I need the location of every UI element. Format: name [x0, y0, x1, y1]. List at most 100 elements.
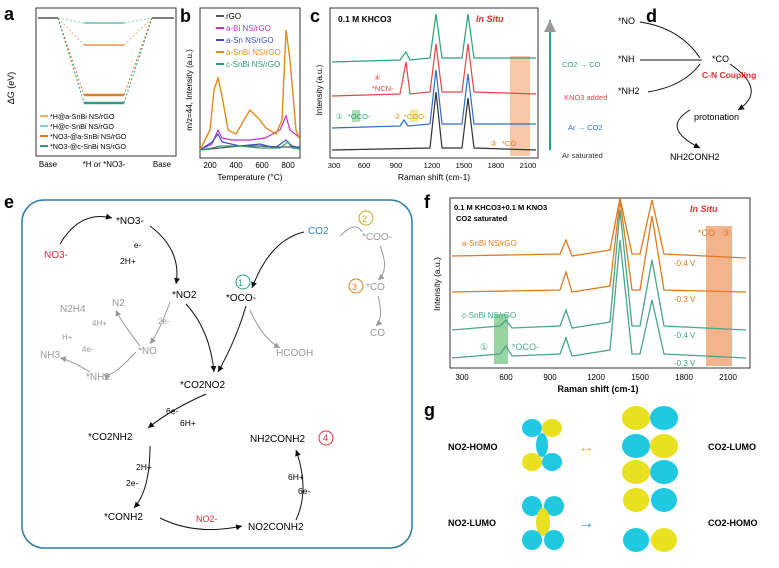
d-coupling-1: C-N Coupling [702, 70, 756, 80]
f-pot-2: -0.4 V [674, 331, 696, 340]
xtick-c-5: 1800 [488, 161, 505, 170]
c-num-4: ④ [374, 73, 381, 82]
panel-b: b m/z=44, Intensity (a.u.) rGO a-Bi NS/r… [180, 6, 301, 182]
xtick-a-2: Base [153, 160, 172, 169]
g-row1-left: NO2-LUMO [448, 518, 496, 528]
legend-a-1: *H@c-SnBi NS/rGO [50, 122, 114, 131]
trace-f-a-04 [451, 197, 747, 259]
d-species-no: *NO [618, 16, 635, 26]
c-coo: *COO- [404, 112, 427, 121]
e-4e: 4e- [82, 345, 94, 354]
c-num-3: ③ [490, 139, 497, 148]
curve-a-snbi [199, 29, 301, 151]
e-sno2: *NO2 [172, 290, 197, 301]
xtick-f-4: 1500 [631, 373, 649, 382]
coo-band-c [410, 110, 418, 122]
e-6h: 6H+ [180, 418, 196, 428]
legend-b-1: a-Bi NS/rGO [226, 24, 271, 33]
curve-rgo [199, 145, 300, 151]
mechanism-frame [21, 199, 413, 549]
e-no2m: NO2- [196, 514, 218, 524]
g-arrow-1: → [578, 515, 594, 532]
xtick-b-2: 600 [255, 161, 269, 170]
orbital-co2-lumo [622, 406, 678, 484]
e-c4: 4 [323, 433, 328, 443]
orbital-no2-lumo [522, 496, 564, 550]
f-pot-0: -0.4 V [674, 259, 696, 268]
f-oco-num: ① [480, 342, 488, 352]
plot-frame-b [199, 7, 301, 159]
xtick-f-6: 2100 [719, 373, 737, 382]
d-species-nh2: *NH2 [618, 86, 640, 96]
c-num-2: ② [394, 112, 401, 121]
panel-f: f Intensity (a.u.) 0.1 M KHCO3+0.1 M KNO… [424, 192, 751, 394]
e-sno: *NO [138, 346, 157, 357]
legend-b-0: rGO [226, 12, 241, 21]
trace-f-c-03 [451, 239, 747, 359]
insitu-c: In Situ [476, 14, 504, 24]
orbital-no2-homo [522, 419, 562, 471]
panel-letter-a: a [4, 4, 15, 24]
co-band-c [510, 56, 530, 156]
panel-letter-d: d [646, 6, 657, 26]
xtick-b-0: 200 [203, 161, 217, 170]
xlabel-c: Raman shift (cm-1) [398, 172, 470, 182]
e-4h: 4H+ [92, 319, 107, 328]
e-c1: 1 [238, 278, 243, 288]
panel-letter-g: g [424, 400, 435, 420]
e-co: CO [370, 328, 385, 339]
ylabel-c: Intensity (a.u.) [315, 64, 324, 115]
d-product: NH2CONH2 [670, 152, 720, 162]
plot-frame-c [329, 7, 539, 159]
trace-kno3 [331, 43, 537, 97]
e-eminus-1: e- [134, 241, 141, 250]
panel-letter-e: e [4, 192, 14, 212]
e-no3: NO3- [44, 250, 68, 261]
legend-a-2: *NO3-@a-SnBi NS/rGO [50, 132, 127, 141]
c-trace-label-2: Ar → CO2 [568, 123, 603, 132]
f-co-num: ③ [722, 228, 730, 238]
e-no2conh2: NO2CONH2 [248, 522, 304, 533]
xtick-f-1: 600 [499, 373, 513, 382]
ylabel-b: m/z=44, Intensity (a.u.) [185, 49, 194, 131]
f-sample-c: c-SnBi NS/rGO [462, 311, 516, 320]
e-2h-1: 2H+ [120, 256, 136, 266]
e-circle-2 [358, 210, 374, 226]
xtick-a-1: *H or *NO3- [83, 160, 126, 169]
c-num-1: ① [336, 112, 343, 121]
e-sco2no2: *CO2NO2 [180, 380, 225, 391]
f-condition-1: 0.1 M KHCO3+0.1 M KNO3 [454, 203, 547, 212]
f-co: *CO [698, 228, 715, 238]
legend-b-4: c-SnBi NS/rGO [226, 60, 280, 69]
f-pot-3: -0.3 V [674, 359, 696, 368]
e-circle-3 [348, 278, 364, 294]
g-row1-right: CO2-HOMO [708, 518, 758, 528]
e-sno3: *NO3- [116, 216, 144, 227]
e-6e-b: 6e- [298, 486, 310, 496]
xtick-f-5: 1800 [675, 373, 693, 382]
trace-ar [331, 91, 537, 151]
e-sco: *CO [366, 282, 385, 293]
g-arrow-0: ↔ [578, 439, 594, 456]
f-condition-2: CO2 saturated [456, 214, 508, 223]
oco-band-c [352, 110, 360, 122]
xtick-a-0: Base [39, 160, 58, 169]
xtick-b-3: 800 [281, 161, 295, 170]
d-species-nh: *NH [618, 54, 635, 64]
g-row0-left: NO2-HOMO [448, 442, 498, 452]
e-sco2nh2: *CO2NH2 [88, 432, 133, 443]
oco-band-f [494, 314, 508, 364]
insitu-f: In Situ [690, 204, 718, 214]
d-species-co: *CO [712, 54, 729, 64]
e-sconh2: *CONH2 [104, 512, 143, 523]
xlabel-b: Temperature (°C) [217, 172, 282, 182]
curve-a-bi [199, 114, 301, 151]
f-pot-1: -0.3 V [674, 295, 696, 304]
e-snh2: *NH2 [86, 372, 110, 383]
e-2h-b: 2H+ [136, 462, 152, 472]
panel-letter-c: c [310, 6, 320, 26]
e-hplus: H+ [62, 333, 73, 342]
trace-f-c-04 [451, 209, 747, 331]
plot-frame-f [449, 197, 751, 369]
